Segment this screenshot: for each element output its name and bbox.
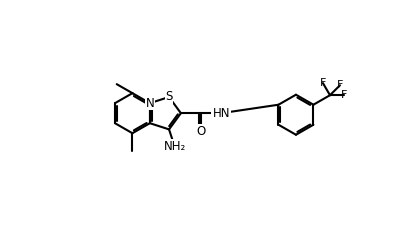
Text: O: O xyxy=(196,125,206,138)
Text: HN: HN xyxy=(212,107,230,120)
Text: F: F xyxy=(341,90,347,100)
Text: F: F xyxy=(320,78,326,88)
Text: S: S xyxy=(166,91,173,103)
Text: N: N xyxy=(145,97,154,110)
Text: NH₂: NH₂ xyxy=(164,140,186,153)
Text: F: F xyxy=(337,80,343,90)
